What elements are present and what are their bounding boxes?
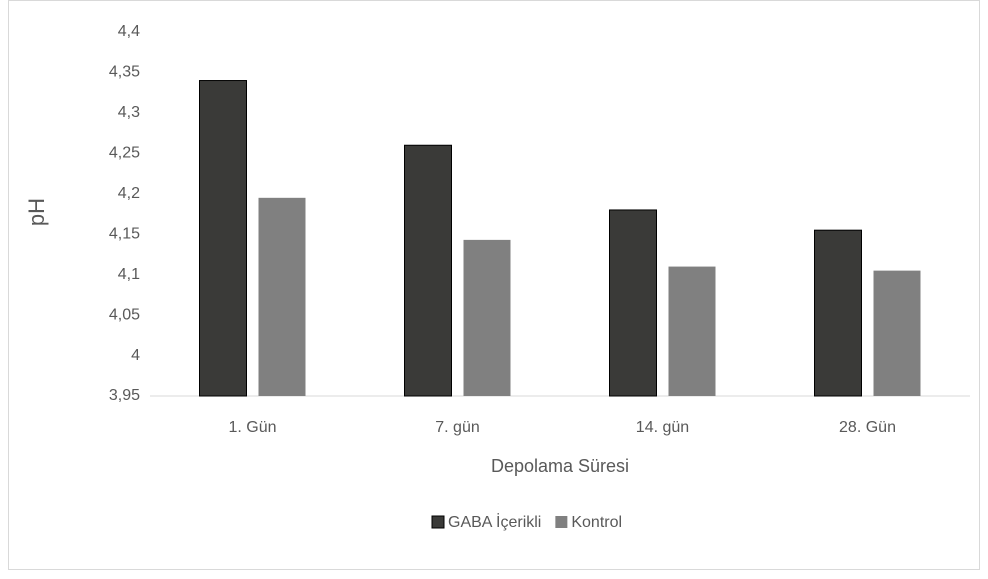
- y-tick-label: 3,95: [109, 387, 140, 404]
- bar: [258, 197, 306, 396]
- bar: [463, 239, 511, 396]
- x-tick-label: 7. gün: [435, 419, 479, 436]
- bar: [873, 270, 921, 396]
- legend-label: GABA İçerikli: [448, 512, 541, 531]
- legend-label: Kontrol: [571, 514, 622, 531]
- bar: [199, 80, 247, 397]
- x-tick-label: 14. gün: [636, 419, 689, 436]
- y-tick-label: 4,25: [109, 145, 140, 162]
- bar: [668, 266, 716, 396]
- x-tick-label: 1. Gün: [228, 419, 276, 436]
- y-tick-label: 4,05: [109, 306, 140, 323]
- bar: [404, 144, 452, 397]
- y-tick-label: 4,1: [118, 266, 140, 283]
- y-tick-label: 4,15: [109, 225, 140, 242]
- bar: [609, 209, 657, 397]
- legend-swatch: [431, 515, 445, 529]
- x-axis-label: Depolama Süresi: [491, 456, 629, 476]
- legend-swatch: [555, 516, 568, 528]
- bar: [814, 229, 862, 397]
- y-tick-label: 4,35: [109, 64, 140, 81]
- y-tick-label: 4,3: [118, 104, 140, 121]
- y-tick-label: 4: [131, 347, 140, 364]
- y-tick-label: 4,2: [118, 185, 140, 202]
- y-axis-label: pH: [24, 198, 49, 226]
- y-tick-label: 4,4: [118, 23, 140, 40]
- x-tick-label: 28. Gün: [839, 419, 896, 436]
